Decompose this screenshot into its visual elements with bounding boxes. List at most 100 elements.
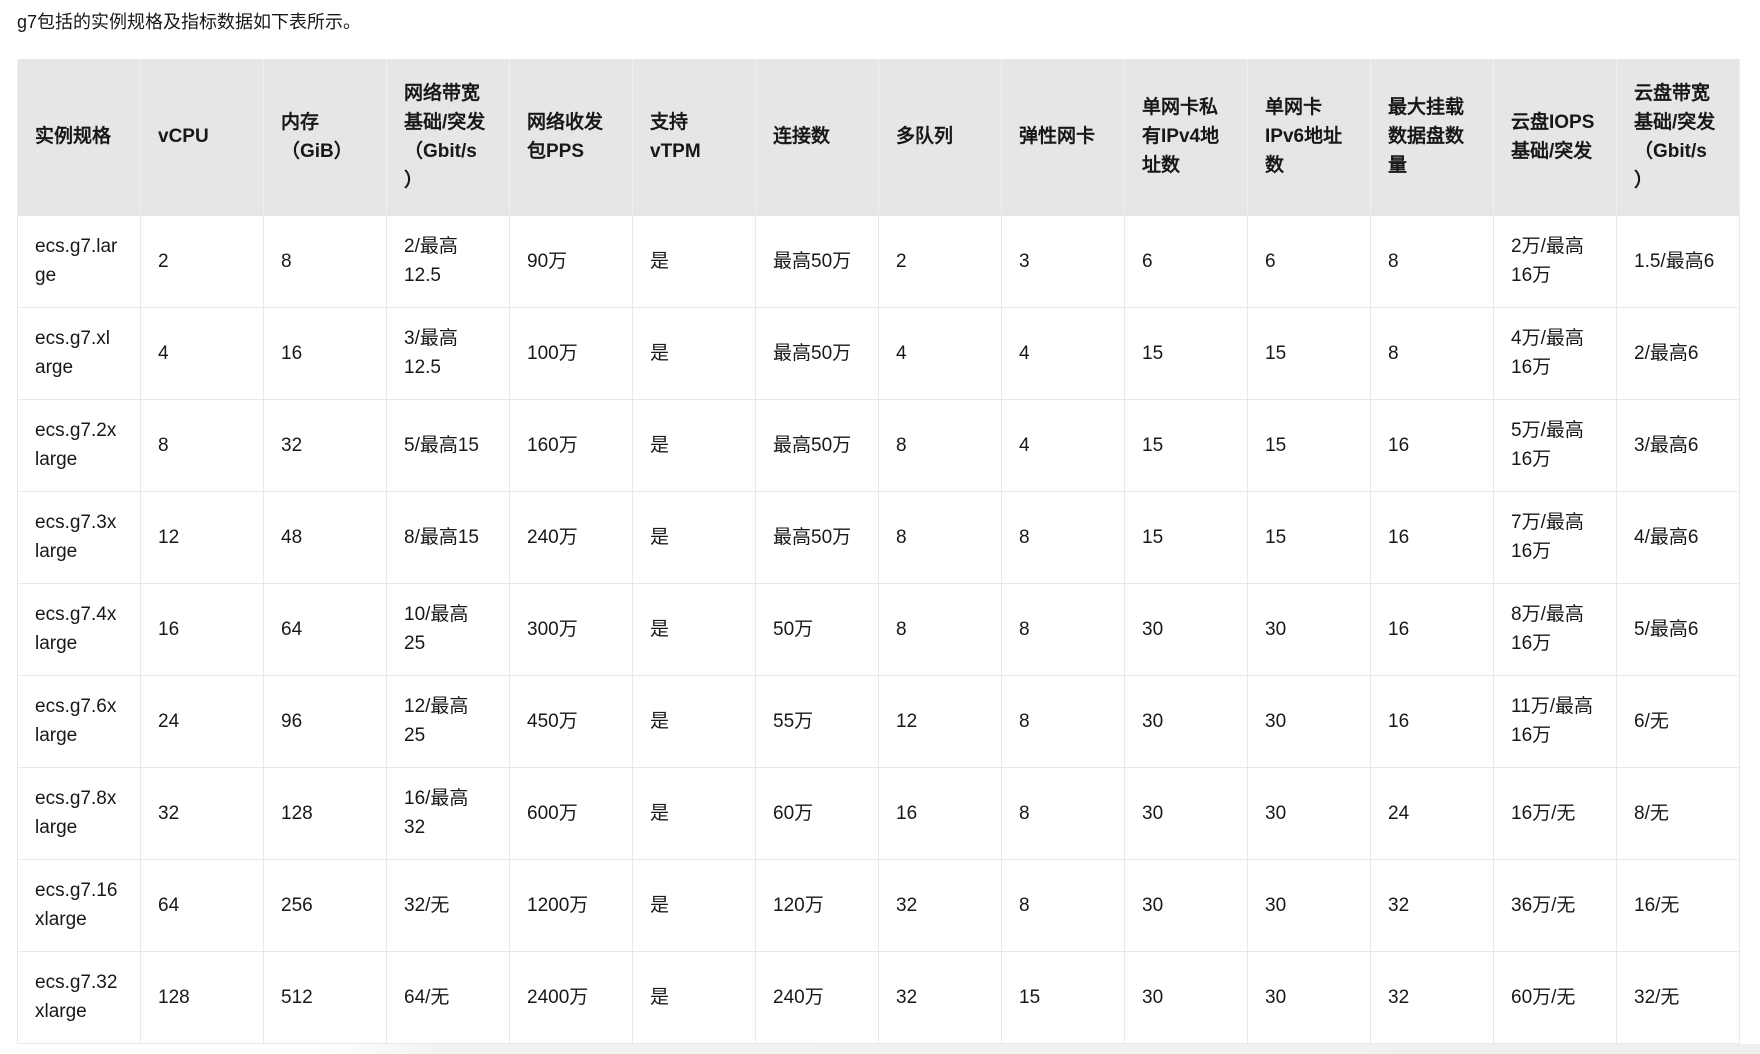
cell-5-12: 16 bbox=[1370, 582, 1494, 676]
cell-1-1: ecs.g7.lar ge bbox=[17, 214, 141, 308]
cell-9-5: 2400万 bbox=[509, 950, 633, 1044]
column-header-3: 内存 （GiB） bbox=[263, 59, 387, 216]
cell-6-9: 8 bbox=[1001, 674, 1125, 768]
cell-7-6: 是 bbox=[632, 766, 756, 860]
cell-5-2: 16 bbox=[140, 582, 264, 676]
cell-7-14: 8/无 bbox=[1616, 766, 1740, 860]
cell-5-5: 300万 bbox=[509, 582, 633, 676]
cell-9-10: 30 bbox=[1124, 950, 1248, 1044]
cell-2-6: 是 bbox=[632, 306, 756, 400]
cell-9-12: 32 bbox=[1370, 950, 1494, 1044]
cell-4-9: 8 bbox=[1001, 490, 1125, 584]
cell-3-8: 8 bbox=[878, 398, 1002, 492]
cell-1-9: 3 bbox=[1001, 214, 1125, 308]
cell-6-12: 16 bbox=[1370, 674, 1494, 768]
cell-2-13: 4万/最高 16万 bbox=[1493, 306, 1617, 400]
cell-6-13: 11万/最高 16万 bbox=[1493, 674, 1617, 768]
page: g7包括的实例规格及指标数据如下表所示。 实例规格 vCPU 内存 （GiB） 网络带… bbox=[0, 11, 1760, 1054]
cell-2-9: 4 bbox=[1001, 306, 1125, 400]
cell-2-11: 15 bbox=[1247, 306, 1371, 400]
cell-3-2: 8 bbox=[140, 398, 264, 492]
cell-4-8: 8 bbox=[878, 490, 1002, 584]
cell-7-11: 30 bbox=[1247, 766, 1371, 860]
cell-2-4: 3/最高 12.5 bbox=[386, 306, 510, 400]
cell-8-11: 30 bbox=[1247, 858, 1371, 952]
cell-5-9: 8 bbox=[1001, 582, 1125, 676]
cell-5-4: 10/最高 25 bbox=[386, 582, 510, 676]
cell-4-1: ecs.g7.3x large bbox=[17, 490, 141, 584]
cell-9-3: 512 bbox=[263, 950, 387, 1044]
table-row-8: ecs.g7.16 xlarge 64 256 32/无 1200万是 120万 32 8 30… bbox=[17, 858, 1740, 952]
column-header-5: 网络收发 包PPS bbox=[509, 59, 633, 216]
column-header-12: 最大挂载 数据盘数 量 bbox=[1370, 59, 1494, 216]
cell-6-14: 6/无 bbox=[1616, 674, 1740, 768]
cell-9-6: 是 bbox=[632, 950, 756, 1044]
cell-8-8: 32 bbox=[878, 858, 1002, 952]
table-row-4: ecs.g7.3x large 12 48 8/最高15 240万是最高50万 8 8 15 1… bbox=[17, 490, 1740, 584]
cell-6-5: 450万 bbox=[509, 674, 633, 768]
cell-5-13: 8万/最高 16万 bbox=[1493, 582, 1617, 676]
cell-5-11: 30 bbox=[1247, 582, 1371, 676]
cell-9-8: 32 bbox=[878, 950, 1002, 1044]
cell-6-3: 96 bbox=[263, 674, 387, 768]
column-header-4: 网络带宽 基础/突发 （Gbit/s ） bbox=[386, 59, 510, 216]
cell-9-14: 32/无 bbox=[1616, 950, 1740, 1044]
cell-5-8: 8 bbox=[878, 582, 1002, 676]
cell-7-4: 16/最高 32 bbox=[386, 766, 510, 860]
cell-8-3: 256 bbox=[263, 858, 387, 952]
column-header-10: 单网卡私 有IPv4地 址数 bbox=[1124, 59, 1248, 216]
cell-8-2: 64 bbox=[140, 858, 264, 952]
cell-4-6: 是 bbox=[632, 490, 756, 584]
cell-3-7: 最高50万 bbox=[755, 398, 879, 492]
cell-2-1: ecs.g7.xl arge bbox=[17, 306, 141, 400]
column-header-9: 弹性网卡 bbox=[1001, 59, 1125, 216]
table-row-2: ecs.g7.xl arge 4 16 3/最高 12.5 100万是最高50万 4 4 15… bbox=[17, 306, 1740, 400]
cell-2-2: 4 bbox=[140, 306, 264, 400]
cell-9-4: 64/无 bbox=[386, 950, 510, 1044]
table-row-5: ecs.g7.4x large 16 64 10/最高 25 300万是 50万 8 8 30 3… bbox=[17, 582, 1740, 676]
cell-3-1: ecs.g7.2x large bbox=[17, 398, 141, 492]
table-row-3: ecs.g7.2x large 8 32 5/最高15 160万是最高50万 8 4 15 15… bbox=[17, 398, 1740, 492]
horizontal-scrollbar-track[interactable] bbox=[0, 1043, 1760, 1054]
cell-9-7: 240万 bbox=[755, 950, 879, 1044]
cell-9-9: 15 bbox=[1001, 950, 1125, 1044]
cell-1-4: 2/最高 12.5 bbox=[386, 214, 510, 308]
cell-3-12: 16 bbox=[1370, 398, 1494, 492]
cell-6-11: 30 bbox=[1247, 674, 1371, 768]
cell-1-10: 6 bbox=[1124, 214, 1248, 308]
column-header-7: 连接数 bbox=[755, 59, 879, 216]
column-header-1: 实例规格 bbox=[17, 59, 141, 216]
cell-2-10: 15 bbox=[1124, 306, 1248, 400]
table-row-9: ecs.g7.32 xlarge 128 512 64/无 2400万是 240万 32 15… bbox=[17, 950, 1740, 1044]
intro-text: g7包括的实例规格及指标数据如下表所示。 bbox=[17, 12, 362, 32]
cell-4-3: 48 bbox=[263, 490, 387, 584]
cell-3-13: 5万/最高 16万 bbox=[1493, 398, 1617, 492]
cell-1-12: 8 bbox=[1370, 214, 1494, 308]
column-header-8: 多队列 bbox=[878, 59, 1002, 216]
cell-9-11: 30 bbox=[1247, 950, 1371, 1044]
table-body: ecs.g7.lar ge 2 8 2/最高 12.5 90万是最高50万 2 3 6 6 8 2万… bbox=[17, 214, 1740, 1044]
cell-6-4: 12/最高 25 bbox=[386, 674, 510, 768]
cell-6-7: 55万 bbox=[755, 674, 879, 768]
cell-3-6: 是 bbox=[632, 398, 756, 492]
cell-5-6: 是 bbox=[632, 582, 756, 676]
cell-6-8: 12 bbox=[878, 674, 1002, 768]
cell-1-6: 是 bbox=[632, 214, 756, 308]
cell-7-13: 16万/无 bbox=[1493, 766, 1617, 860]
cell-7-10: 30 bbox=[1124, 766, 1248, 860]
cell-7-5: 600万 bbox=[509, 766, 633, 860]
cell-4-13: 7万/最高 16万 bbox=[1493, 490, 1617, 584]
column-header-13: 云盘IOPS 基础/突发 bbox=[1493, 59, 1617, 216]
instance-spec-table: 实例规格 vCPU 内存 （GiB） 网络带宽 基础/突发 （Gbit/s ）网络收发… bbox=[17, 59, 1740, 1044]
cell-1-14: 1.5/最高6 bbox=[1616, 214, 1740, 308]
table-row-1: ecs.g7.lar ge 2 8 2/最高 12.5 90万是最高50万 2 3 6 6 8 2万… bbox=[17, 214, 1740, 308]
cell-7-1: ecs.g7.8x large bbox=[17, 766, 141, 860]
cell-8-13: 36万/无 bbox=[1493, 858, 1617, 952]
cell-5-3: 64 bbox=[263, 582, 387, 676]
cell-7-7: 60万 bbox=[755, 766, 879, 860]
cell-1-7: 最高50万 bbox=[755, 214, 879, 308]
cell-6-10: 30 bbox=[1124, 674, 1248, 768]
cell-9-13: 60万/无 bbox=[1493, 950, 1617, 1044]
cell-1-11: 6 bbox=[1247, 214, 1371, 308]
cell-3-14: 3/最高6 bbox=[1616, 398, 1740, 492]
